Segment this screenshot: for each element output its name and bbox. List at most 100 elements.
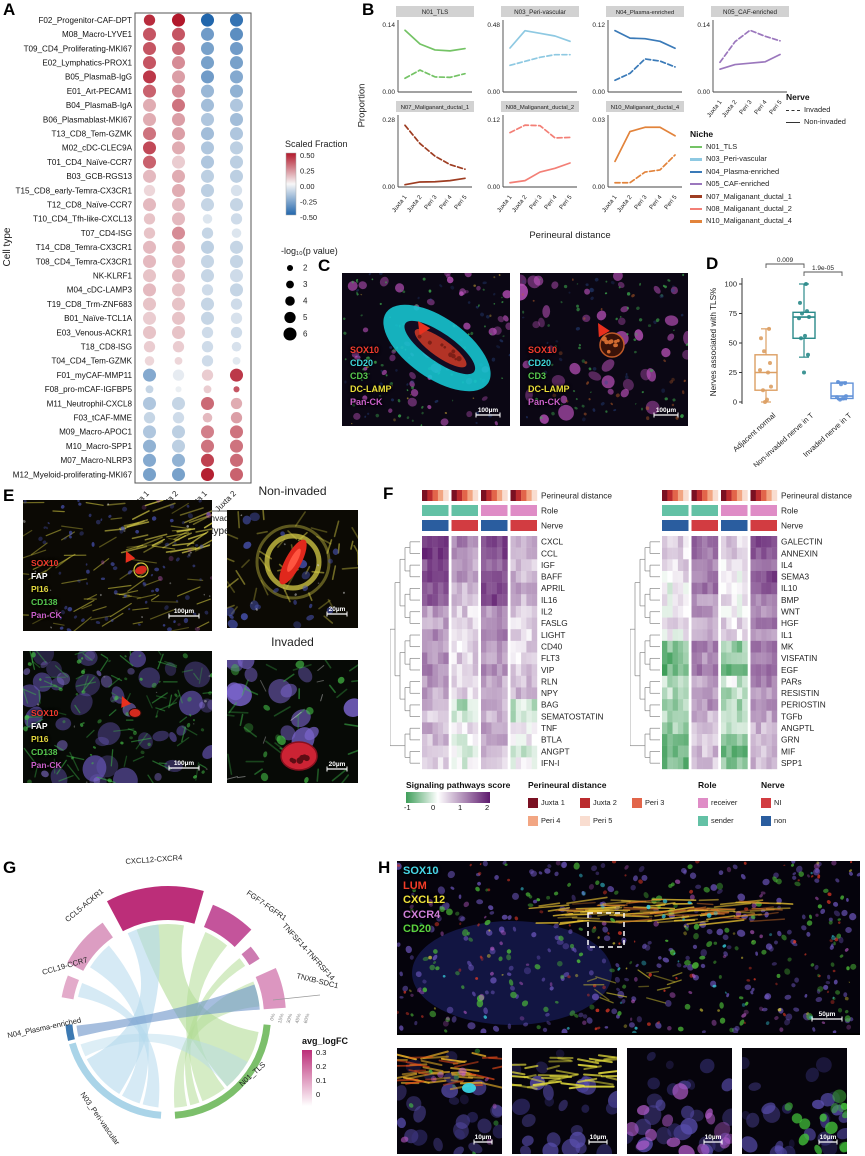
svg-text:MIF: MIF — [781, 746, 795, 756]
microscopy-svg: 10µm — [627, 1048, 732, 1154]
microscopy-image-e1: 100µm SOX10 FAP PI16 CD138 Pan-CK — [23, 500, 212, 631]
svg-text:N07_Maliganant_ductal_1: N07_Maliganant_ductal_1 — [401, 105, 469, 111]
nerve-legend-title: Nerve — [786, 92, 810, 102]
scale-bar-label: 100µm — [174, 760, 195, 767]
svg-text:Peri 5: Peri 5 — [663, 193, 679, 210]
svg-text:IFN-I: IFN-I — [541, 758, 559, 768]
svg-text:B06_Plasmablast-MKI67: B06_Plasmablast-MKI67 — [43, 115, 133, 124]
panel-f-label: F — [383, 484, 394, 503]
svg-text:IL1: IL1 — [781, 630, 793, 640]
svg-text:TNF: TNF — [541, 723, 557, 733]
svg-text:E02_Lymphatics-PROX1: E02_Lymphatics-PROX1 — [42, 59, 132, 68]
panel-d-label: D — [706, 254, 719, 273]
invaded-title: Invaded — [271, 635, 314, 649]
legend-item: Invaded — [786, 104, 846, 116]
microscopy-image-c1: 100µm SOX10 CD20 CD3 DC-LAMP Pan-CK — [342, 273, 510, 426]
svg-text:B04_PlasmaB-IgA: B04_PlasmaB-IgA — [66, 101, 133, 110]
channel-label: CD20 — [350, 358, 374, 368]
svg-text:T04_CD4_Tem-GZMK: T04_CD4_Tem-GZMK — [51, 357, 132, 366]
svg-text:E01_Art-PECAM1: E01_Art-PECAM1 — [67, 87, 133, 96]
boxplot-panel: 0 25 50 75 100 Nerves associated with TLS% Adj… — [706, 252, 864, 472]
svg-text:SEMATOSTATIN: SEMATOSTATIN — [541, 711, 604, 721]
heatmap-right: Perineural distance Role Nerve GALECTIN ANNE… — [629, 486, 865, 783]
svg-text:IGF: IGF — [541, 560, 555, 570]
svg-text:BAFF: BAFF — [541, 572, 562, 582]
svg-text:-0.25: -0.25 — [300, 198, 317, 207]
channel-label: CD20 — [528, 358, 552, 368]
svg-text:M11_Neutrophil-CXCL8: M11_Neutrophil-CXCL8 — [47, 399, 133, 408]
svg-text:0.03: 0.03 — [592, 117, 605, 124]
svg-text:Nerve: Nerve — [781, 521, 804, 531]
svg-text:-0.50: -0.50 — [300, 213, 317, 222]
svg-text:EGF: EGF — [781, 665, 798, 675]
svg-text:HGF: HGF — [781, 618, 799, 628]
microscopy-svg: 100µm — [342, 273, 510, 426]
svg-text:VIP: VIP — [541, 665, 555, 675]
svg-text:Peri 4: Peri 4 — [543, 193, 559, 210]
svg-text:MK: MK — [781, 641, 794, 651]
svg-text:F01_myCAF-MMP11: F01_myCAF-MMP11 — [57, 371, 133, 380]
svg-text:CD40: CD40 — [541, 641, 563, 651]
niche-legend: Niche N01_TLS N03_Peri-vascular N04_Plasma-… — [690, 129, 792, 228]
microscopy-svg: 20µm — [227, 660, 358, 783]
svg-text:FGF7-FGFR1: FGF7-FGFR1 — [245, 888, 289, 922]
svg-text:Nerve: Nerve — [541, 521, 564, 531]
channel-label: Pan-CK — [350, 397, 383, 407]
panel-h-label: H — [378, 858, 391, 877]
svg-text:Perineural distance: Perineural distance — [541, 491, 612, 501]
svg-text:6: 6 — [303, 330, 308, 339]
svg-text:CCL5-ACKR1: CCL5-ACKR1 — [63, 887, 105, 924]
svg-text:Juxta 2: Juxta 2 — [616, 193, 634, 213]
channel-label: PI16 — [31, 734, 49, 744]
svg-text:5: 5 — [303, 313, 308, 322]
line-chart: N01_TLS 0.14 0.00 — [382, 6, 474, 96]
svg-text:45%: 45% — [294, 1012, 303, 1024]
svg-text:0.00: 0.00 — [697, 89, 710, 96]
svg-text:IL2: IL2 — [541, 607, 553, 617]
svg-text:Cell type: Cell type — [2, 227, 13, 266]
microscopy-image-h-main: 50µm SOX10 LUM CXCL12 CXCR4 CD20 — [397, 861, 860, 1035]
scale-bar-label: 10µm — [820, 1134, 837, 1141]
svg-text:FASLG: FASLG — [541, 618, 568, 628]
svg-text:T13_CD8_Tem-GZMK: T13_CD8_Tem-GZMK — [51, 130, 132, 139]
svg-text:Peri 5: Peri 5 — [558, 193, 574, 210]
panel-c-label: C — [318, 256, 331, 275]
svg-text:0.00: 0.00 — [300, 182, 315, 191]
svg-text:60%: 60% — [303, 1012, 312, 1024]
svg-text:F03_tCAF-MME: F03_tCAF-MME — [74, 414, 133, 423]
dotplot-svg: F02_Progenitor-CAF-DPT M08_Macro-LYVE1 T09… — [2, 12, 348, 537]
svg-text:Scaled Fraction: Scaled Fraction — [285, 139, 348, 149]
svg-text:T10_CD4_Tfh-like-CXCL13: T10_CD4_Tfh-like-CXCL13 — [33, 215, 132, 224]
svg-text:75: 75 — [729, 309, 737, 318]
svg-text:BMP: BMP — [781, 595, 799, 605]
scale-bar-label: 100µm — [478, 407, 499, 414]
scale-bar-label: 10µm — [590, 1134, 607, 1141]
svg-text:Peri 3: Peri 3 — [738, 98, 754, 115]
svg-text:FLT3: FLT3 — [541, 653, 560, 663]
legend-item: N08_Maliganant_ductal_2 — [690, 203, 792, 215]
svg-text:30%: 30% — [286, 1012, 295, 1024]
svg-text:T18_CD8-ISG: T18_CD8-ISG — [81, 343, 132, 352]
perineural-axis-label: Perineural distance — [529, 230, 611, 241]
svg-text:T07_CD4-ISG: T07_CD4-ISG — [81, 229, 132, 238]
channel-label: Pan-CK — [31, 610, 62, 620]
svg-text:0.00: 0.00 — [382, 89, 395, 96]
svg-text:CXCL: CXCL — [541, 537, 564, 547]
svg-text:CXCL12-CXCR4: CXCL12-CXCR4 — [125, 853, 182, 866]
svg-text:TGFb: TGFb — [781, 711, 803, 721]
channel-label: CD20 — [403, 923, 432, 935]
svg-text:N03_Peri-vascular: N03_Peri-vascular — [514, 9, 566, 16]
microscopy-svg: 10µm — [397, 1048, 502, 1154]
channel-label: CD3 — [528, 371, 547, 381]
svg-text:0.14: 0.14 — [697, 22, 710, 29]
channel-label: SOX10 — [528, 345, 558, 355]
microscopy-image-c2: 100µm SOX10 CD20 CD3 DC-LAMP Pan-CK — [520, 273, 688, 426]
line-chart: N04_Plasma-enriched 0.12 0.00 — [592, 6, 684, 96]
svg-text:IL4: IL4 — [781, 560, 793, 570]
svg-text:N05_CAF-enriched: N05_CAF-enriched — [723, 9, 777, 16]
channel-label: CXCL12 — [403, 894, 446, 906]
